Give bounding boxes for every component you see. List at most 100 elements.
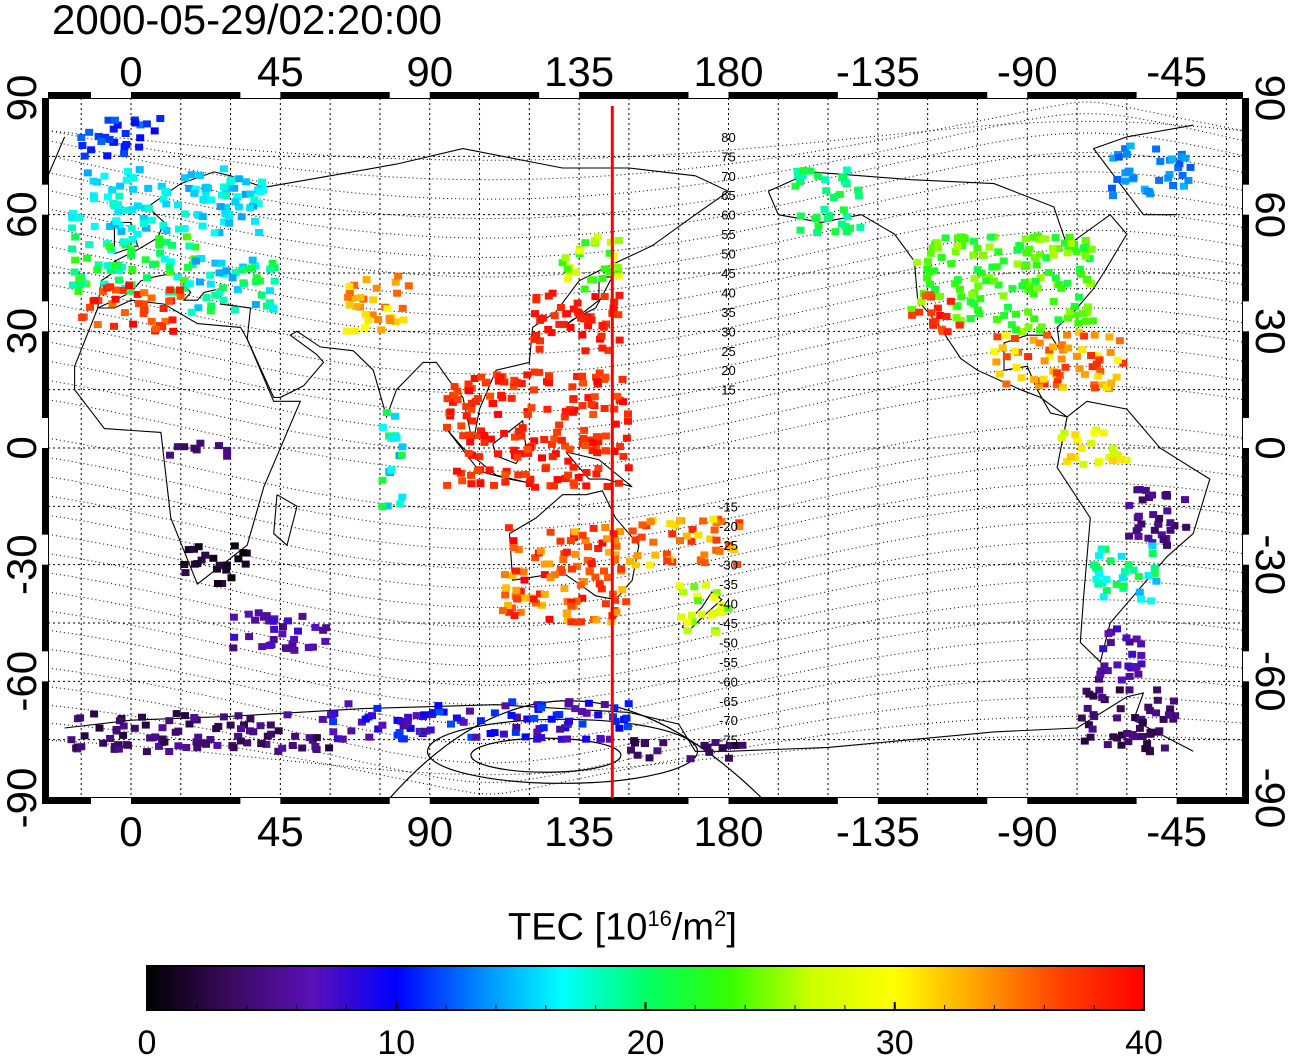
tec-point bbox=[496, 373, 505, 381]
tec-point bbox=[604, 346, 613, 354]
tec-point bbox=[233, 193, 242, 201]
tec-point bbox=[1103, 383, 1112, 391]
tec-point bbox=[83, 169, 92, 177]
tec-point bbox=[1143, 187, 1152, 195]
tec-point bbox=[383, 502, 392, 510]
tec-point bbox=[187, 308, 196, 316]
tec-point bbox=[568, 565, 576, 573]
tec-point bbox=[365, 733, 374, 741]
tec-point bbox=[228, 274, 237, 282]
tec-point bbox=[93, 321, 102, 328]
tec-point bbox=[140, 306, 149, 314]
tec-point bbox=[165, 263, 174, 271]
left-tick-label: 90 bbox=[0, 75, 45, 122]
tec-point bbox=[206, 271, 215, 279]
tec-point bbox=[525, 480, 534, 487]
tec-point bbox=[298, 744, 307, 752]
tec-point bbox=[1089, 692, 1098, 700]
tec-point bbox=[563, 735, 571, 743]
tec-point bbox=[600, 567, 608, 575]
tec-point bbox=[532, 331, 541, 339]
contour-label: -25 bbox=[719, 538, 738, 553]
tec-point bbox=[256, 722, 265, 730]
tec-point bbox=[1117, 741, 1126, 749]
tec-point bbox=[378, 476, 387, 484]
tec-point bbox=[213, 741, 222, 749]
tec-point bbox=[593, 233, 602, 241]
tec-point bbox=[490, 481, 498, 489]
contour-label: -75 bbox=[719, 733, 738, 748]
tec-point bbox=[244, 610, 253, 618]
tec-point bbox=[540, 571, 549, 579]
tec-point bbox=[631, 536, 640, 544]
left-bar-gap bbox=[42, 418, 48, 448]
contour-label: 75 bbox=[721, 149, 735, 164]
tec-point bbox=[1103, 741, 1112, 749]
tec-point bbox=[560, 413, 569, 421]
tec-point bbox=[930, 267, 939, 275]
contour-label: 55 bbox=[721, 227, 735, 242]
tec-point bbox=[1051, 274, 1060, 282]
tec-point bbox=[1083, 305, 1092, 313]
tec-point bbox=[582, 709, 591, 717]
tec-point bbox=[561, 407, 570, 415]
tec-point bbox=[578, 372, 587, 380]
tec-point bbox=[530, 386, 538, 394]
tec-point bbox=[338, 735, 347, 743]
tec-point bbox=[352, 303, 361, 310]
tec-point bbox=[953, 234, 962, 242]
tec-point bbox=[701, 581, 710, 589]
tec-point bbox=[1095, 686, 1104, 694]
tec-point bbox=[1003, 303, 1012, 311]
tec-point bbox=[973, 266, 982, 274]
tec-point bbox=[464, 380, 473, 388]
tec-point bbox=[494, 410, 503, 418]
tec-point bbox=[1169, 715, 1178, 723]
tec-point bbox=[1058, 383, 1067, 391]
tec-point bbox=[953, 276, 962, 284]
tec-point bbox=[536, 590, 544, 598]
top-bar-gap bbox=[240, 92, 281, 98]
tec-point bbox=[110, 138, 119, 146]
tec-point bbox=[1031, 277, 1040, 285]
tec-point bbox=[566, 323, 575, 331]
bottom-tick-label: 0 bbox=[119, 808, 142, 855]
tec-point bbox=[392, 434, 401, 442]
tec-point bbox=[1054, 245, 1063, 253]
tec-point bbox=[398, 304, 407, 312]
tec-point bbox=[523, 411, 532, 418]
tec-point bbox=[937, 325, 946, 333]
tec-point bbox=[1002, 353, 1011, 361]
tec-point bbox=[601, 524, 610, 531]
tec-point bbox=[587, 400, 596, 408]
top-tick-label: -90 bbox=[997, 48, 1058, 95]
tec-point bbox=[378, 423, 387, 431]
tec-point bbox=[1165, 171, 1174, 178]
tec-point bbox=[241, 190, 250, 198]
tec-point bbox=[1105, 333, 1114, 341]
tec-point bbox=[71, 233, 80, 241]
tec-point bbox=[76, 281, 85, 289]
tec-point bbox=[567, 602, 576, 610]
tec-point bbox=[601, 373, 610, 381]
tec-point bbox=[536, 547, 545, 555]
tec-point bbox=[191, 243, 199, 251]
tec-point bbox=[970, 237, 978, 245]
tec-point bbox=[1086, 733, 1095, 741]
tec-point bbox=[1113, 175, 1122, 183]
tec-point bbox=[157, 182, 166, 190]
tec-point bbox=[501, 471, 510, 479]
tec-data-points bbox=[67, 115, 1195, 763]
tec-point bbox=[163, 189, 172, 196]
tec-point bbox=[210, 229, 219, 237]
tec-point bbox=[90, 296, 99, 304]
tec-point bbox=[133, 290, 142, 298]
tec-point bbox=[1135, 588, 1144, 596]
tec-point bbox=[1166, 705, 1175, 713]
tec-point bbox=[646, 561, 655, 569]
tec-point bbox=[1065, 308, 1074, 316]
tec-point bbox=[1012, 326, 1020, 334]
tec-point bbox=[1152, 577, 1161, 585]
tec-point bbox=[640, 738, 649, 746]
tec-point bbox=[564, 471, 573, 479]
